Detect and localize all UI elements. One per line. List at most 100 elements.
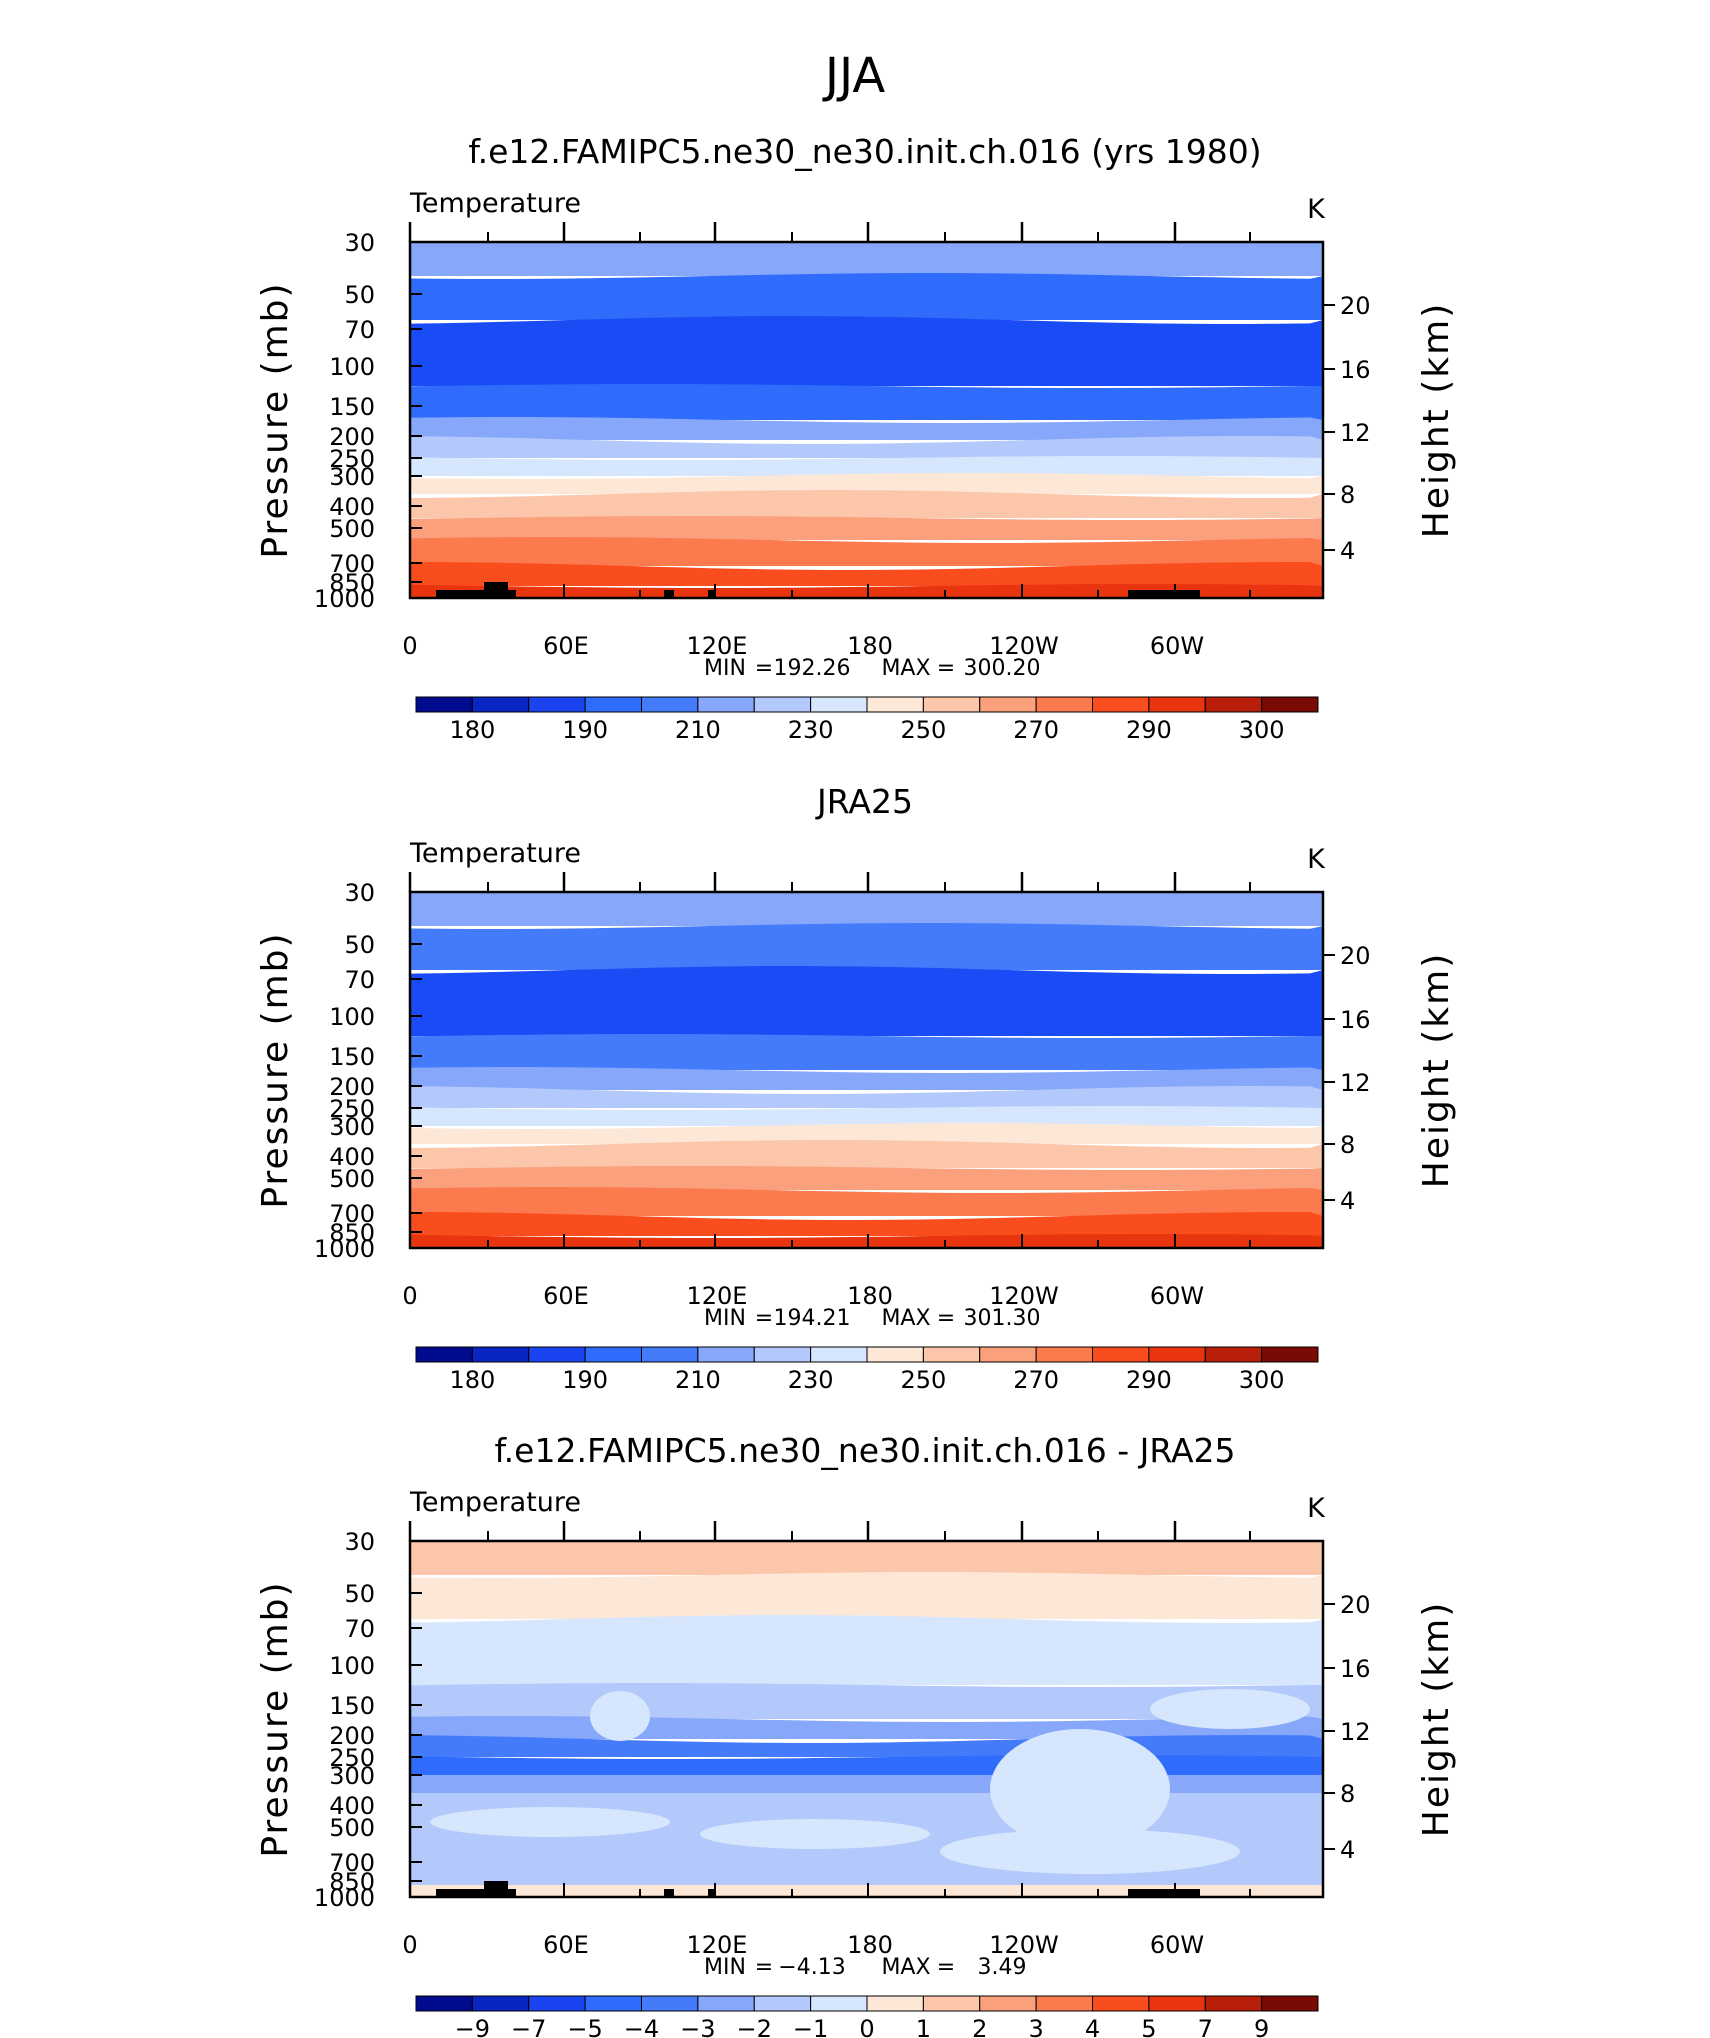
plot-frame [408,1539,1325,1899]
colorbar-label: 5 [1141,2015,1156,2038]
colorbar-swatch [415,696,473,713]
colorbar-swatch [528,1346,586,1363]
y-axis-title: Pressure (mb) [255,1580,296,1857]
colorbar-swatch [922,696,981,713]
y-tick-label: 300 [329,1113,375,1141]
right-tick-label: 16 [1340,356,1371,384]
contour-band [410,1106,1323,1126]
colorbar-label: 4 [1085,2015,1100,2038]
contour-band [410,1212,1323,1236]
stats-text: 194.21 [774,1306,851,1331]
contour-band [410,1123,1323,1144]
contour-band [410,537,1323,566]
stats-text: 301.30 [964,1306,1041,1331]
y-tick-label: 1000 [314,585,375,613]
x-tick-label: 180 [847,1282,893,1310]
colorbar-label: 270 [1013,716,1059,744]
panel-3: f.e12.FAMIPC5.ne30_ne30.init.ch.016 - JR… [255,1431,1457,2038]
contour-band [410,242,1323,276]
x-tick-label: 120W [989,1931,1059,1959]
right-axis-title: Height (km) [1416,302,1457,538]
colorbar-label: 2 [972,2015,987,2038]
y-tick-label: 70 [344,1615,375,1643]
contour-patch [940,1829,1240,1874]
contour-band [410,456,1323,476]
colorbar-swatch [810,696,868,713]
y-tick-label: 100 [329,1652,375,1680]
colorbar-swatch [1035,1346,1093,1363]
x-tick-label: 0 [402,1282,417,1310]
colorbar-swatch [866,1995,924,2012]
stats-text: MAX [881,1306,930,1331]
colorbar-swatch [1035,1995,1093,2012]
y-tick-label: 30 [344,1528,375,1556]
stats-text: 3.49 [978,1955,1027,1980]
stats-equals: = [937,656,955,681]
x-tick-label: 180 [847,632,893,660]
x-tick-label: 60W [1150,1931,1204,1959]
stats-text: 192.26 [774,656,851,681]
plot-frame [408,890,1325,1250]
y-tick-label: 700 [329,1200,375,1228]
contour-band [410,1067,1323,1090]
contour-band [410,1885,1323,1897]
contour-band [410,584,1323,598]
right-tick-label: 20 [1340,1591,1371,1619]
stats-text: MAX [881,1955,930,1980]
colorbar-swatch [1261,696,1319,713]
colorbar-swatch [979,1346,1037,1363]
colorbar-label: 270 [1013,1366,1059,1394]
y-tick-label: 400 [329,493,375,521]
contour-band [410,1234,1323,1248]
colorbar-swatch [471,1995,530,2012]
colorbar-label: 9 [1254,2015,1269,2038]
x-tick-label: 60W [1150,632,1204,660]
x-tick-label: 120E [687,1282,748,1310]
y-tick-label: 200 [329,1073,375,1101]
stats-text: −4.13 [778,1955,845,1980]
contour-patch [1150,1689,1310,1729]
colorbar-swatch [753,1346,812,1363]
y-tick-label: 700 [329,1849,375,1877]
y-tick-label: 100 [329,353,375,381]
y-tick-label: 200 [329,423,375,451]
field-label: Temperature [409,1487,581,1518]
stats-equals: = [937,1955,955,1980]
colorbar-label: −1 [793,2015,828,2038]
topography-mask [484,1881,508,1897]
contour-patch [590,1691,650,1741]
colorbar-swatch [753,1995,812,2012]
colorbar-label: 230 [788,1366,834,1394]
right-tick-label: 8 [1340,1780,1355,1808]
y-tick-label: 850 [329,1219,375,1247]
colorbar-swatch [810,1995,868,2012]
colorbar-swatch [810,1346,868,1363]
right-axis-title: Height (km) [1416,1601,1457,1837]
colorbar-swatch [584,1346,642,1363]
y-tick-label: 850 [329,569,375,597]
colorbar-label: −2 [737,2015,772,2038]
colorbar-swatch [1092,696,1150,713]
x-tick-label: 0 [402,1931,417,1959]
contour-band [410,473,1323,494]
contour-band [410,1541,1323,1575]
right-tick-label: 12 [1340,419,1371,447]
plot-frame [408,240,1325,600]
contour-patch [430,1807,670,1837]
colorbar-label: 180 [449,716,495,744]
y-axis-title: Pressure (mb) [255,931,296,1208]
y-tick-label: 500 [329,1165,375,1193]
contour-patch [990,1729,1170,1849]
x-tick-label: 60W [1150,1282,1204,1310]
y-tick-label: 150 [329,1692,375,1720]
y-tick-label: 50 [344,1580,375,1608]
y-tick-label: 50 [344,281,375,309]
right-tick-label: 20 [1340,292,1371,320]
colorbar-swatch [641,1346,699,1363]
colorbar-swatch [979,1995,1037,2012]
y-tick-label: 70 [344,316,375,344]
topography-mask [436,590,516,598]
contour-band [410,1615,1323,1685]
colorbar-swatch [922,1995,981,2012]
